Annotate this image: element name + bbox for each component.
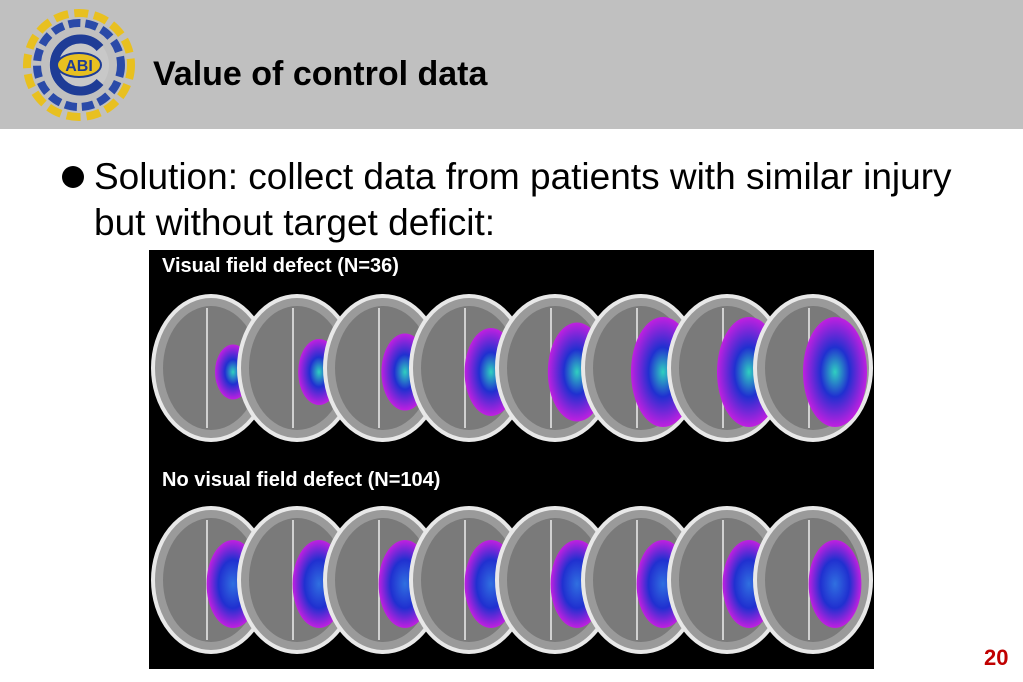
logo-text: ABI [65,58,93,75]
bullet-text: Solution: collect data from patients wit… [94,156,952,243]
brain-scan-figure: Visual field defect (N=36) No visual fie… [149,250,874,669]
page-number: 20 [984,645,1009,670]
lesion-overlay [808,540,862,628]
lesion-overlay [803,317,867,427]
abi-logo-icon: ABI [23,9,135,121]
slide-title: Value of control data [153,55,488,93]
bullet-dot-icon [62,166,84,188]
figure-top-label: Visual field defect (N=36) [162,255,399,277]
brain-slices [151,294,873,654]
slide-header: ABI Value of control data [0,0,1023,129]
figure-bottom-label: No visual field defect (N=104) [162,469,441,491]
